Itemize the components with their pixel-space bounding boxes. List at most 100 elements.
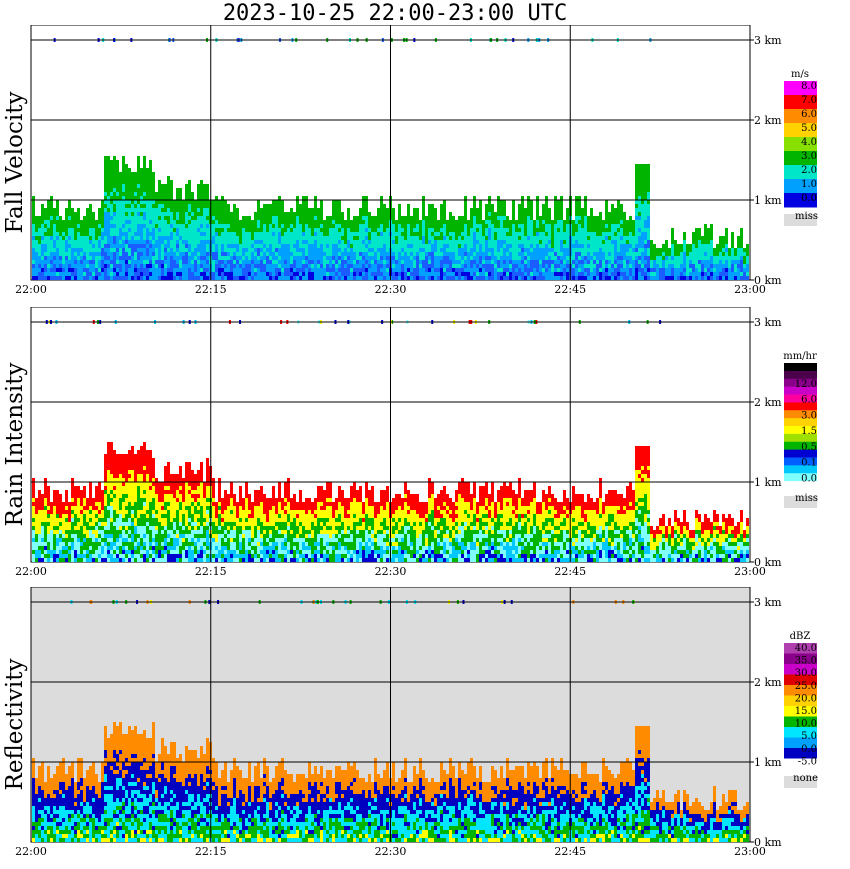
echo-cell <box>113 240 116 244</box>
echo-cell <box>284 268 287 272</box>
echo-cell <box>173 252 176 256</box>
echo-cell <box>500 244 503 248</box>
echo-cell <box>638 220 641 224</box>
echo-cell <box>107 486 110 490</box>
echo-cell <box>554 232 557 236</box>
echo-cell <box>167 188 170 192</box>
echo-cell <box>575 272 578 276</box>
echo-cell <box>122 244 125 248</box>
echo-cell <box>593 232 596 236</box>
echo-cell <box>596 228 599 232</box>
echo-cell <box>383 232 386 236</box>
echo-cell <box>500 268 503 272</box>
echo-cell <box>146 236 149 240</box>
echo-cell <box>596 244 599 248</box>
echo-cell <box>80 260 83 264</box>
echo-cell <box>719 268 722 272</box>
echo-cell <box>413 276 416 280</box>
echo-cell <box>143 212 146 216</box>
echo-cell <box>50 518 53 522</box>
echo-cell <box>596 216 599 220</box>
echo-cell <box>341 264 344 268</box>
echo-cell <box>182 228 185 232</box>
echo-cell <box>548 256 551 260</box>
echo-cell <box>512 252 515 256</box>
echo-cell <box>176 268 179 272</box>
echo-cell <box>44 216 47 220</box>
echo-cell <box>113 204 116 208</box>
echo-cell <box>575 252 578 256</box>
echo-cell <box>38 224 41 228</box>
echo-cell <box>332 268 335 272</box>
echo-cell <box>200 204 203 208</box>
echo-cell <box>167 236 170 240</box>
echo-cell <box>740 236 743 240</box>
echo-cell <box>86 518 89 522</box>
echo-cell <box>287 212 290 216</box>
echo-cell <box>107 458 110 462</box>
echo-cell <box>581 256 584 260</box>
echo-cell <box>233 232 236 236</box>
echo-cell <box>344 268 347 272</box>
echo-cell <box>173 200 176 204</box>
echo-cell <box>332 212 335 216</box>
echo-cell <box>551 224 554 228</box>
echo-cell <box>41 514 44 518</box>
echo-cell <box>80 550 83 554</box>
echo-cell <box>467 236 470 240</box>
echo-cell <box>680 252 683 256</box>
echo-cell <box>305 196 308 200</box>
echo-cell <box>185 276 188 280</box>
echo-cell <box>143 256 146 260</box>
echo-cell <box>353 236 356 240</box>
echo-cell <box>92 510 95 514</box>
echo-cell <box>599 236 602 240</box>
echo-cell <box>554 256 557 260</box>
echo-cell <box>74 236 77 240</box>
echo-cell <box>296 268 299 272</box>
echo-cell <box>638 180 641 184</box>
echo-cell <box>89 260 92 264</box>
echo-cell <box>119 240 122 244</box>
echo-cell <box>323 256 326 260</box>
echo-cell <box>407 240 410 244</box>
echo-cell <box>446 260 449 264</box>
echo-cell <box>545 232 548 236</box>
echo-cell <box>50 216 53 220</box>
echo-cell <box>107 212 110 216</box>
echo-cell <box>554 268 557 272</box>
echo-cell <box>236 260 239 264</box>
echo-cell <box>218 244 221 248</box>
echo-cell <box>560 216 563 220</box>
echo-cell <box>578 268 581 272</box>
echo-cell <box>581 220 584 224</box>
echo-cell <box>365 240 368 244</box>
echo-cell <box>95 538 98 542</box>
echo-cell <box>143 272 146 276</box>
echo-cell <box>266 268 269 272</box>
echo-cell <box>464 212 467 216</box>
echo-cell <box>575 240 578 244</box>
echo-cell <box>545 220 548 224</box>
echo-cell <box>578 236 581 240</box>
echo-cell <box>56 228 59 232</box>
echo-cell <box>380 240 383 244</box>
echo-cell <box>578 240 581 244</box>
echo-cell <box>329 224 332 228</box>
echo-cell <box>590 224 593 228</box>
echo-cell <box>101 506 104 510</box>
echo-cell <box>167 256 170 260</box>
echo-cell <box>116 268 119 272</box>
echo-cell <box>431 260 434 264</box>
echo-cell <box>680 272 683 276</box>
echo-cell <box>137 276 140 280</box>
echo-cell <box>629 256 632 260</box>
echo-cell <box>578 216 581 220</box>
echo-cell <box>626 264 629 268</box>
echo-cell <box>254 212 257 216</box>
echo-cell <box>77 554 80 558</box>
echo-cell <box>578 208 581 212</box>
echo-cell <box>131 184 134 188</box>
echo-cell <box>203 276 206 280</box>
echo-cell <box>95 272 98 276</box>
